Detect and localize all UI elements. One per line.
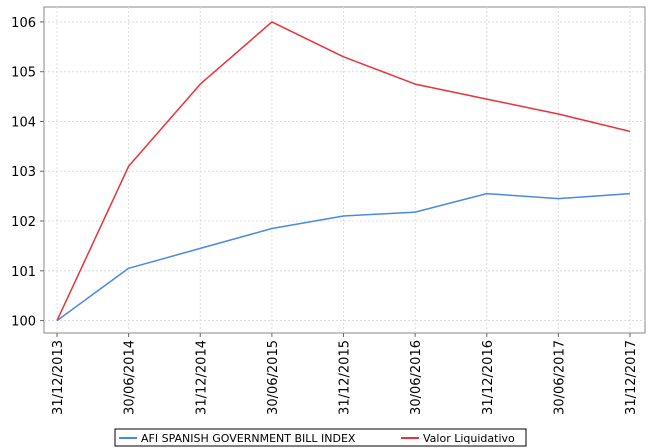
x-tick-label-6: 31/12/2016: [481, 340, 496, 415]
legend-label-1: AFI SPANISH GOVERNMENT BILL INDEX: [141, 432, 356, 445]
x-axis: 31/12/2013 30/06/2014 31/12/2014 30/06/2015…: [51, 333, 639, 415]
series-line-1: [56, 192, 631, 322]
y-tick-label-2: 102: [11, 215, 36, 230]
y-tick-label-3: 103: [11, 165, 36, 180]
legend: AFI SPANISH GOVERNMENT BILL INDEX Valor …: [114, 428, 527, 447]
y-tick-label-1: 101: [11, 265, 36, 280]
plot-area: [43, 6, 646, 334]
x-tick-label-2: 31/12/2014: [194, 340, 209, 415]
series-line-2: [56, 21, 631, 321]
x-tick-label-1: 30/06/2014: [123, 340, 138, 415]
x-tick-label-3: 30/06/2015: [266, 340, 281, 415]
y-axis: 100 101 102 103 104 105 106: [11, 16, 44, 330]
y-tick-label-0: 100: [11, 315, 36, 330]
legend-box: [114, 428, 527, 447]
grid: [44, 7, 645, 333]
y-tick-label-6: 106: [11, 16, 36, 31]
series-lines: [56, 21, 631, 322]
y-tick-label-5: 105: [11, 66, 36, 81]
x-tick-label-4: 31/12/2015: [338, 340, 353, 415]
x-tick-label-8: 31/12/2017: [624, 340, 639, 415]
y-tick-label-4: 104: [11, 115, 36, 130]
x-tick-label-5: 30/06/2016: [409, 340, 424, 415]
x-tick-label-0: 31/12/2013: [51, 340, 66, 415]
x-tick-label-7: 30/06/2017: [552, 340, 567, 415]
legend-label-2: Valor Liquidativo: [423, 432, 515, 445]
